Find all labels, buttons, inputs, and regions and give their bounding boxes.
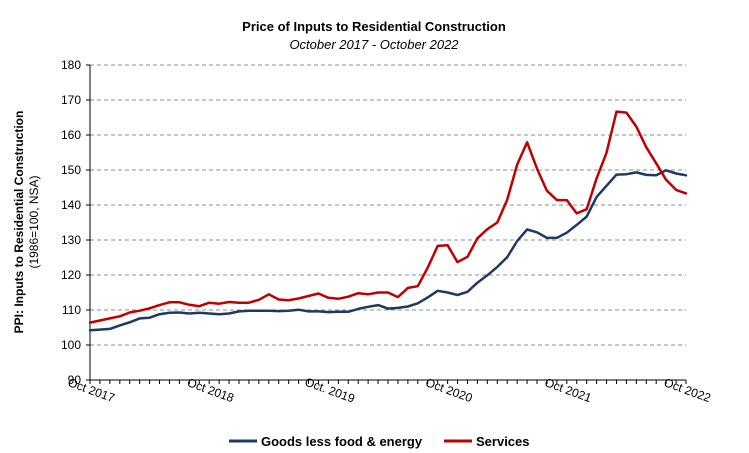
y-axis-subtitle-group: (1986=100, NSA)	[27, 175, 41, 268]
y-tick-label: 130	[61, 233, 81, 247]
y-axis-sublabel: (1986=100, NSA)	[27, 175, 41, 268]
gridlines	[90, 64, 686, 346]
legend: Goods less food & energy Services	[229, 434, 530, 449]
y-tick-label: 110	[62, 303, 81, 317]
y-axis-ticks: 90 100 110 120 130 140 150 160 170 180	[61, 58, 90, 387]
y-tick-label: 90	[68, 373, 82, 387]
y-tick-label: 150	[61, 163, 81, 177]
series-line	[88, 110, 688, 324]
y-tick-label: 180	[61, 58, 81, 72]
chart-title: Price of Inputs to Residential Construct…	[242, 19, 506, 34]
y-tick-label: 170	[61, 93, 81, 107]
series-line	[88, 169, 688, 332]
y-tick-label: 120	[61, 268, 81, 282]
x-tick-label: Oct. 2019	[303, 375, 357, 406]
y-tick-label: 140	[61, 198, 81, 212]
x-axis-ticks: Oct 2017 Oct 2018 Oct. 2019 Oct 2020 Oct 202…	[66, 375, 713, 406]
legend-label: Services	[476, 434, 530, 449]
y-axis-label: PPI: Inputs to Residential Construction	[12, 111, 26, 334]
y-tick-label: 160	[61, 128, 81, 142]
y-axis-title-group: PPI: Inputs to Residential Construction	[12, 111, 26, 334]
chart-subtitle: October 2017 - October 2022	[289, 37, 459, 52]
legend-label: Goods less food & energy	[261, 434, 423, 449]
series-lines	[88, 110, 688, 332]
y-tick-label: 100	[61, 338, 81, 352]
